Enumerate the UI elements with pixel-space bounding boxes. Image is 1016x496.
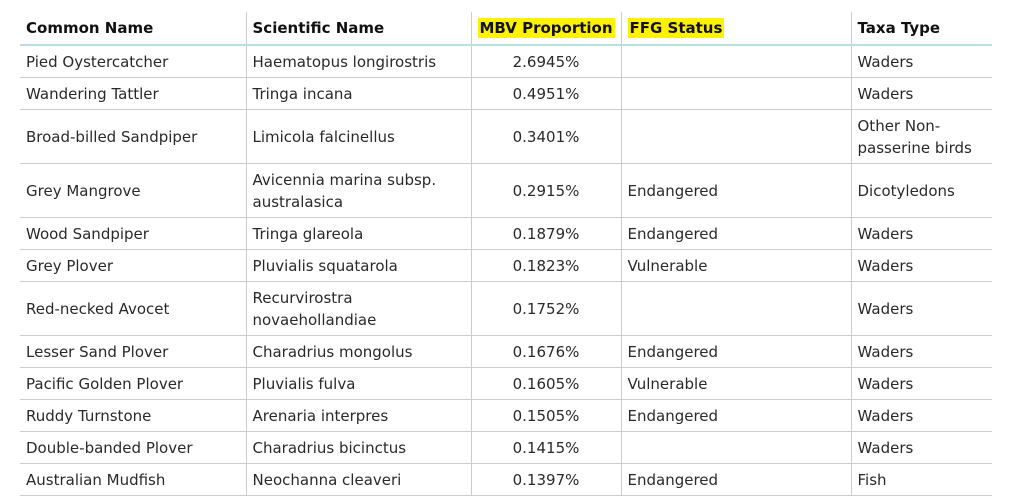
cell-scientific-name: Pluvialis squatarola: [245, 249, 471, 282]
cell-mbv-proportion: 0.2915%: [470, 163, 621, 218]
cell-taxa-type: Waders: [850, 77, 992, 110]
cell-common-name: Ruddy Turnstone: [20, 399, 246, 432]
table-row: Double-banded Plover Charadrius bicinctu…: [20, 431, 992, 464]
cell-taxa-type: Fish: [850, 463, 992, 496]
cell-mbv-proportion: 0.4951%: [470, 77, 621, 110]
cell-ffg-status: [620, 431, 851, 464]
cell-common-name: Red-necked Avocet: [20, 281, 246, 336]
cell-scientific-name: Tringa glareola: [245, 217, 471, 250]
cell-ffg-status: Endangered: [620, 399, 851, 432]
cell-mbv-proportion: 0.1397%: [470, 463, 621, 496]
table-row: Grey Mangrove Avicennia marina subsp. au…: [20, 163, 992, 218]
highlighted-header-label: MBV Proportion: [477, 18, 615, 38]
header-mbv-proportion: MBV Proportion: [470, 12, 621, 46]
cell-scientific-name: Neochanna cleaveri: [245, 463, 471, 496]
cell-mbv-proportion: 0.1505%: [470, 399, 621, 432]
cell-mbv-proportion: 0.1676%: [470, 335, 621, 368]
cell-scientific-name: Arenaria interpres: [245, 399, 471, 432]
cell-common-name: Pied Oystercatcher: [20, 45, 246, 78]
table-row: Lesser Sand Plover Charadrius mongolus 0…: [20, 335, 992, 368]
header-row: Common Name Scientific Name MBV Proporti…: [20, 12, 992, 46]
cell-ffg-status: Endangered: [620, 463, 851, 496]
cell-taxa-type: Waders: [850, 45, 992, 78]
cell-scientific-name: Limicola falcinellus: [245, 109, 471, 164]
cell-taxa-type: Dicotyledons: [850, 163, 992, 218]
cell-scientific-name: Recurvirostra novaehollandiae: [245, 281, 471, 336]
cell-taxa-type: Other Non-passerine birds: [850, 109, 992, 164]
table-header: Common Name Scientific Name MBV Proporti…: [20, 12, 992, 46]
cell-taxa-type: Waders: [850, 399, 992, 432]
cell-mbv-proportion: 2.6945%: [470, 45, 621, 78]
cell-mbv-proportion: 0.1415%: [470, 431, 621, 464]
table-row: Grey Plover Pluvialis squatarola 0.1823%…: [20, 249, 992, 282]
cell-common-name: Grey Plover: [20, 249, 246, 282]
cell-mbv-proportion: 0.1823%: [470, 249, 621, 282]
table-row: Pacific Golden Plover Pluvialis fulva 0.…: [20, 367, 992, 400]
table-row: Red-necked Avocet Recurvirostra novaehol…: [20, 281, 992, 336]
cell-scientific-name: Pluvialis fulva: [245, 367, 471, 400]
table-row: Broad-billed Sandpiper Limicola falcinel…: [20, 109, 992, 164]
cell-common-name: Grey Mangrove: [20, 163, 246, 218]
table-row: Pied Oystercatcher Haematopus longirostr…: [20, 45, 992, 78]
cell-scientific-name: Charadrius mongolus: [245, 335, 471, 368]
cell-scientific-name: Haematopus longirostris: [245, 45, 471, 78]
header-common-name: Common Name: [20, 12, 246, 46]
species-table: Common Name Scientific Name MBV Proporti…: [20, 12, 992, 496]
cell-mbv-proportion: 0.3401%: [470, 109, 621, 164]
cell-ffg-status: [620, 281, 851, 336]
cell-ffg-status: Endangered: [620, 163, 851, 218]
cell-ffg-status: Endangered: [620, 335, 851, 368]
cell-taxa-type: Waders: [850, 281, 992, 336]
cell-common-name: Double-banded Plover: [20, 431, 246, 464]
cell-common-name: Wandering Tattler: [20, 77, 246, 110]
cell-ffg-status: Vulnerable: [620, 249, 851, 282]
cell-ffg-status: [620, 77, 851, 110]
cell-ffg-status: Endangered: [620, 217, 851, 250]
cell-taxa-type: Waders: [850, 249, 992, 282]
cell-taxa-type: Waders: [850, 367, 992, 400]
header-taxa-type: Taxa Type: [850, 12, 992, 46]
cell-ffg-status: Vulnerable: [620, 367, 851, 400]
cell-common-name: Broad-billed Sandpiper: [20, 109, 246, 164]
cell-taxa-type: Waders: [850, 217, 992, 250]
header-ffg-status: FFG Status: [620, 12, 851, 46]
cell-scientific-name: Tringa incana: [245, 77, 471, 110]
cell-common-name: Wood Sandpiper: [20, 217, 246, 250]
cell-mbv-proportion: 0.1605%: [470, 367, 621, 400]
cell-mbv-proportion: 0.1879%: [470, 217, 621, 250]
cell-taxa-type: Waders: [850, 431, 992, 464]
table-row: Ruddy Turnstone Arenaria interpres 0.150…: [20, 399, 992, 432]
species-table-container: Common Name Scientific Name MBV Proporti…: [20, 12, 992, 496]
cell-mbv-proportion: 0.1752%: [470, 281, 621, 336]
cell-scientific-name: Avicennia marina subsp. australasica: [245, 163, 471, 218]
table-row: Wandering Tattler Tringa incana 0.4951% …: [20, 77, 992, 110]
cell-common-name: Australian Mudfish: [20, 463, 246, 496]
cell-scientific-name: Charadrius bicinctus: [245, 431, 471, 464]
cell-taxa-type: Waders: [850, 335, 992, 368]
cell-common-name: Pacific Golden Plover: [20, 367, 246, 400]
table-row: Australian Mudfish Neochanna cleaveri 0.…: [20, 463, 992, 496]
table-row: Wood Sandpiper Tringa glareola 0.1879% E…: [20, 217, 992, 250]
header-scientific-name: Scientific Name: [245, 12, 471, 46]
highlighted-header-label: FFG Status: [627, 18, 725, 38]
cell-common-name: Lesser Sand Plover: [20, 335, 246, 368]
table-body: Pied Oystercatcher Haematopus longirostr…: [20, 45, 992, 496]
cell-ffg-status: [620, 109, 851, 164]
cell-ffg-status: [620, 45, 851, 78]
